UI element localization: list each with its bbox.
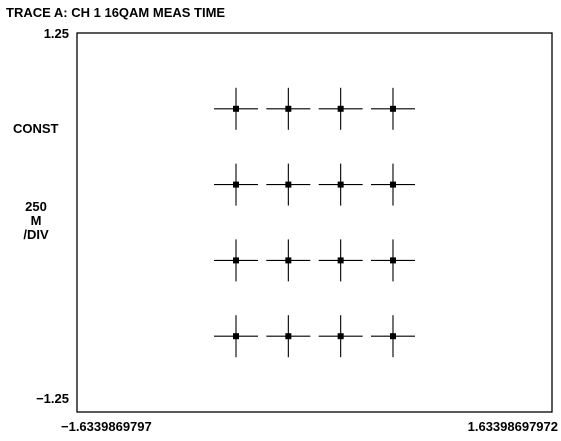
- point-dot: [389, 181, 396, 188]
- point-dot: [233, 257, 240, 264]
- constellation-point: [214, 163, 259, 206]
- point-dot: [337, 181, 344, 188]
- y-scale-value: 250: [25, 199, 47, 214]
- constellation-point: [266, 87, 311, 130]
- point-dot: [389, 333, 396, 340]
- x-tick-min: −1.6339869797: [61, 419, 152, 434]
- y-scale-per-div: /DIV: [23, 227, 49, 242]
- point-dot: [233, 333, 240, 340]
- point-dot: [285, 181, 292, 188]
- x-tick-max: 1.63398697972: [467, 419, 558, 434]
- point-dot: [337, 257, 344, 264]
- constellation-point: [370, 87, 415, 130]
- constellation-point: [214, 87, 259, 130]
- y-axis-label: CONST: [13, 121, 59, 136]
- plot-frame: [76, 32, 553, 413]
- point-dot: [285, 105, 292, 112]
- constellation-point: [318, 87, 363, 130]
- constellation-point: [266, 239, 311, 282]
- point-dot: [233, 181, 240, 188]
- point-dot: [285, 257, 292, 264]
- y-tick-min: −1.25: [36, 391, 69, 406]
- points-layer: [214, 87, 415, 358]
- constellation-point: [214, 315, 259, 358]
- y-scale-unit: M: [30, 213, 42, 228]
- constellation-point: [214, 239, 259, 282]
- constellation-point: [318, 239, 363, 282]
- point-dot: [389, 257, 396, 264]
- constellation-point: [370, 239, 415, 282]
- point-dot: [337, 105, 344, 112]
- point-dot: [285, 333, 292, 340]
- y-scale-label: 250 M /DIV: [0, 200, 72, 242]
- constellation-point: [266, 163, 311, 206]
- point-dot: [337, 333, 344, 340]
- constellation-point: [370, 163, 415, 206]
- constellation-point: [370, 315, 415, 358]
- constellation-point: [266, 315, 311, 358]
- constellation-point: [318, 163, 363, 206]
- point-dot: [389, 105, 396, 112]
- chart-title: TRACE A: CH 1 16QAM MEAS TIME: [6, 5, 226, 20]
- constellation-point: [318, 315, 363, 358]
- y-tick-max: 1.25: [43, 26, 69, 41]
- point-dot: [233, 105, 240, 112]
